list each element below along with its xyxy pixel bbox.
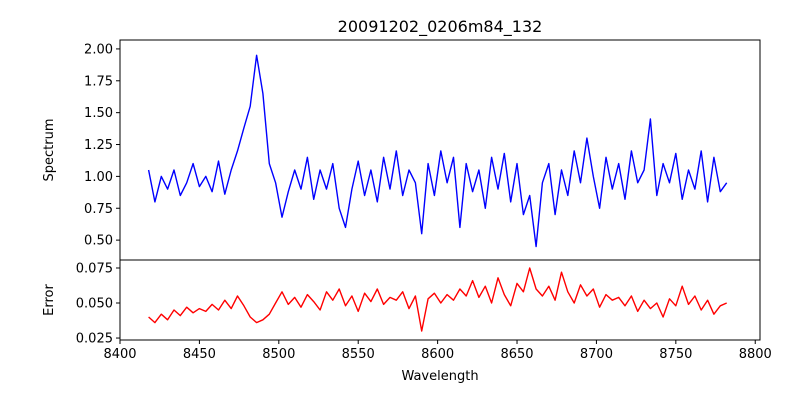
y-axis-label-error: Error <box>42 284 57 316</box>
x-axis-label: Wavelength <box>401 369 478 384</box>
axes-frame <box>119 259 761 341</box>
y-tick-label: 1.50 <box>84 106 113 121</box>
y-tick-label: 1.75 <box>84 74 113 89</box>
x-tick-label: 8450 <box>183 347 216 362</box>
x-tick-label: 8750 <box>659 347 692 362</box>
y-tick-label: 1.25 <box>84 138 113 153</box>
spectrum-line <box>147 54 728 248</box>
y-tick-label: 0.075 <box>76 261 113 276</box>
x-tick-label: 8400 <box>103 347 136 362</box>
error-line <box>148 267 727 332</box>
x-tick-label: 8700 <box>580 347 613 362</box>
y-axis-label-spectrum: Spectrum <box>42 119 57 182</box>
y-tick-label: 2.00 <box>84 42 113 57</box>
x-tick-label: 8800 <box>739 347 772 362</box>
x-tick-label: 8600 <box>421 347 454 362</box>
x-tick-label: 8550 <box>342 347 375 362</box>
y-tick-label: 0.50 <box>84 234 113 249</box>
y-tick-label: 1.00 <box>84 170 113 185</box>
x-tick-label: 8500 <box>262 347 295 362</box>
error-axes: 0.025 0.050 0.075 8400 8450 8500 8550 8600 8650 8… <box>76 259 772 362</box>
y-tick-label: 0.050 <box>76 297 113 312</box>
y-tick-label: 0.75 <box>84 202 113 217</box>
y-tick-label: 0.025 <box>76 332 113 347</box>
spectrum-axes: 0.50 0.75 1.00 1.25 1.50 1.75 2.00 <box>84 39 761 261</box>
axes-frame <box>119 39 761 261</box>
x-tick-label: 8650 <box>500 347 533 362</box>
chart-title: 20091202_0206m84_132 <box>338 17 543 37</box>
